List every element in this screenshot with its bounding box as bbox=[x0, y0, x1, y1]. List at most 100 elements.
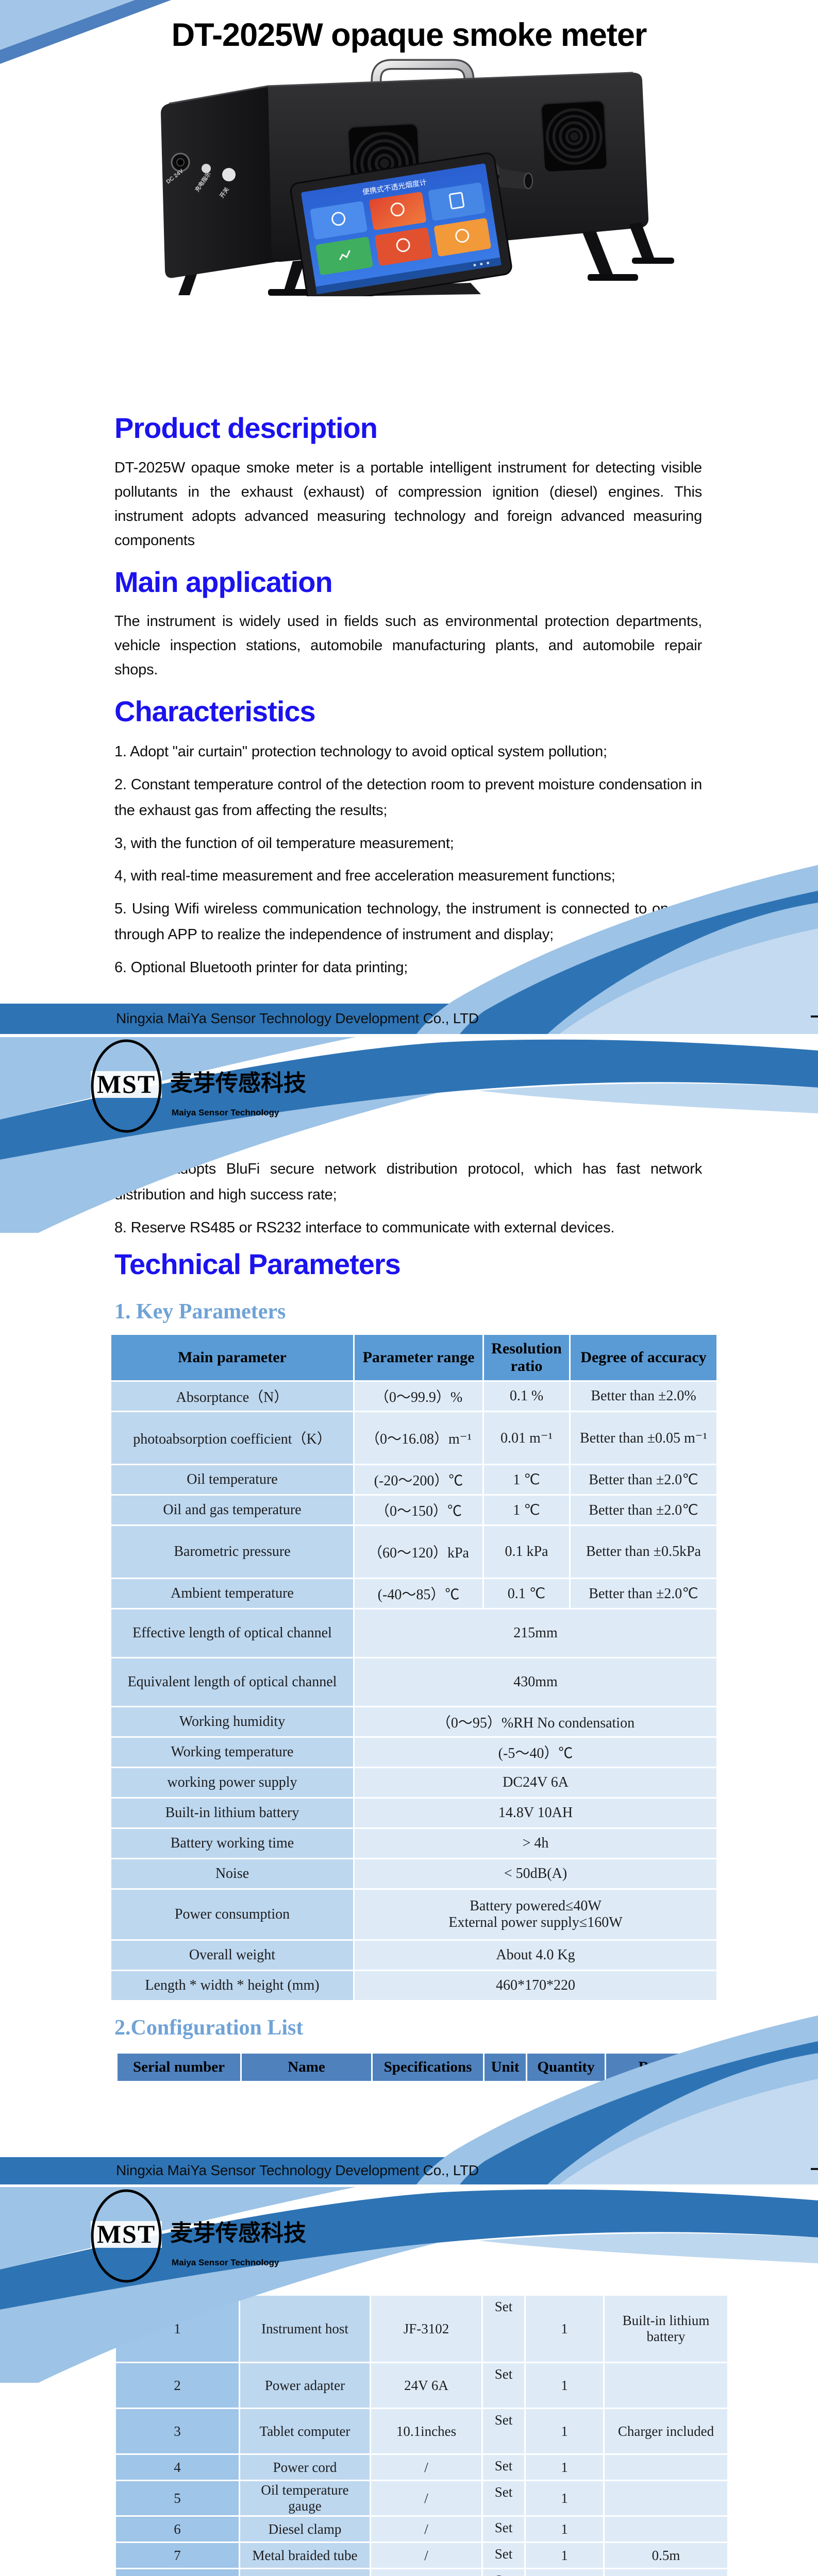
table-row: Power consumption Battery powered≤40W Ext… bbox=[111, 1889, 716, 1939]
table-cell: Set bbox=[483, 2543, 524, 2568]
column-header: Main parameter bbox=[111, 1334, 353, 1380]
characteristic-item: 2. Constant temperature control of the d… bbox=[114, 776, 702, 819]
table-row: Overall weight About 4.0 Kg bbox=[111, 1940, 716, 1970]
characteristic-item: 5. Using Wifi wireless communication tec… bbox=[114, 901, 702, 943]
table-cell: 1 bbox=[526, 2363, 603, 2408]
table-cell: Power adapter bbox=[240, 2363, 370, 2408]
table-cell: （0～95）%RH No condensation bbox=[355, 1707, 716, 1736]
table-cell: < 50dB(A) bbox=[355, 1859, 716, 1888]
table-cell: Length * width * height (mm) bbox=[111, 1971, 353, 2000]
table-header-row: Serial number Name Specifications Unit Quant… bbox=[118, 2054, 729, 2081]
table-cell: > 4h bbox=[355, 1828, 716, 1858]
table-cell: Better than ±2.0℃ bbox=[571, 1465, 716, 1494]
table-row: Working temperature (-5～40）℃ bbox=[111, 1737, 716, 1767]
table-row: Oil temperature (-20～200）℃ 1 ℃ Better than … bbox=[111, 1465, 716, 1494]
table-header-row: Main parameter Parameter range Resolution … bbox=[111, 1334, 716, 1380]
dc-power-port bbox=[171, 152, 190, 172]
table-cell: 1 ℃ bbox=[484, 1495, 569, 1524]
table-cell: (-5～40）℃ bbox=[355, 1737, 716, 1767]
key-parameters-table: Main parameter Parameter range Resolution … bbox=[110, 1333, 718, 2002]
table-cell: 1 bbox=[526, 2517, 603, 2541]
table-cell: Overall weight bbox=[111, 1940, 353, 1970]
table-cell: 0.1 % bbox=[484, 1381, 569, 1411]
logo-en-name: Maiya Sensor Technology bbox=[172, 1108, 279, 1117]
section-heading-main-application: Main application bbox=[114, 565, 333, 598]
table-cell: / bbox=[371, 2455, 481, 2480]
feature-item-8: 8. Reserve RS485 or RS232 interface to c… bbox=[114, 1219, 615, 1236]
table-row: Built-in lithium battery 14.8V 10AH bbox=[111, 1798, 716, 1827]
logo-abbr: MST bbox=[97, 1070, 156, 1098]
table-cell: / bbox=[371, 2569, 481, 2576]
table-cell: / bbox=[371, 2517, 481, 2541]
table-cell: Power cord bbox=[240, 2455, 370, 2480]
device-legs bbox=[178, 223, 674, 296]
table-cell: 1 bbox=[526, 2481, 603, 2515]
table-row: 2 Power adapter 24V 6A Set 1 bbox=[116, 2363, 727, 2408]
table-cell: 4 bbox=[116, 2455, 239, 2480]
table-cell: Set bbox=[483, 2569, 524, 2576]
table-cell: 1 bbox=[526, 2543, 603, 2568]
table-cell: / bbox=[371, 2481, 481, 2515]
table-cell: Noise bbox=[111, 1859, 353, 1888]
table-cell bbox=[605, 2363, 727, 2408]
table-cell: 0.01 m⁻¹ bbox=[484, 1412, 569, 1464]
table-cell: Set bbox=[483, 2517, 524, 2541]
logo-en-name: Maiya Sensor Technology bbox=[172, 2258, 279, 2267]
table-cell: Effective length of optical channel bbox=[111, 1609, 353, 1657]
table-cell: 24V 6A bbox=[371, 2363, 481, 2408]
configuration-table: 1 Instrument host JF-3102 Set 1 Built-in lith… bbox=[114, 2294, 729, 2576]
page-header-decoration: MST 麦芽传感科技 Maiya Sensor Technology bbox=[0, 1037, 818, 1233]
table-cell: Metal braided tube bbox=[240, 2543, 370, 2568]
table-cell: 14.8V 10AH bbox=[355, 1798, 716, 1827]
table-cell: 1 bbox=[526, 2569, 603, 2576]
table-cell: Set bbox=[483, 2481, 524, 2515]
table-cell: DC24V 6A bbox=[355, 1768, 716, 1797]
table-cell: 0.5m bbox=[605, 2543, 727, 2568]
subheading-configuration-list: 2.Configuration List bbox=[114, 2015, 304, 2040]
table-cell: Set bbox=[483, 2363, 524, 2408]
table-cell: About 4.0 Kg bbox=[355, 1940, 716, 1970]
table-cell: Charger included bbox=[605, 2409, 727, 2453]
table-cell: (-40～85）℃ bbox=[355, 1579, 482, 1608]
device-side-panel bbox=[161, 86, 280, 278]
table-row: Length * width * height (mm) 460*170*220 bbox=[111, 1971, 716, 2000]
table-cell: Battery powered≤40W External power suppl… bbox=[355, 1889, 716, 1939]
table-cell: Power consumption bbox=[111, 1889, 353, 1939]
section-heading-technical-parameters: Technical Parameters bbox=[114, 1247, 401, 1280]
table-row: 1 Instrument host JF-3102 Set 1 Built-in lith… bbox=[116, 2296, 727, 2362]
table-cell: Working humidity bbox=[111, 1707, 353, 1736]
table-cell: 2 bbox=[116, 2363, 239, 2408]
table-row: 5 Oil temperature gauge / Set 1 bbox=[116, 2481, 727, 2515]
table-cell: （60～120）kPa bbox=[355, 1526, 482, 1578]
page2-content: 7. Wifi adopts BluFi secure network dist… bbox=[111, 1157, 729, 2082]
table-cell: JF-3102 bbox=[371, 2296, 481, 2362]
section-heading-characteristics: Characteristics bbox=[114, 695, 316, 728]
table-cell: Absorptance（N） bbox=[111, 1381, 353, 1411]
column-header: Parameter range bbox=[355, 1334, 482, 1380]
table-cell bbox=[605, 2481, 727, 2515]
table-cell: photoabsorption coefficient（K） bbox=[111, 1412, 353, 1464]
tablet-app-tiles bbox=[310, 182, 491, 275]
logo-cn-name: 麦芽传感科技 bbox=[170, 2221, 306, 2246]
table-cell: Better than ±2.0℃ bbox=[571, 1579, 716, 1608]
table-cell: （0～16.08）m⁻¹ bbox=[355, 1412, 482, 1464]
table-cell: Diesel clamp bbox=[240, 2517, 370, 2541]
table-row: 6 Diesel clamp / Set 1 bbox=[116, 2517, 727, 2541]
table-cell: 1 ℃ bbox=[484, 1465, 569, 1494]
table-cell bbox=[605, 2455, 727, 2480]
logo-cn-name: 麦芽传感科技 bbox=[170, 1071, 306, 1096]
column-header: Name bbox=[242, 2054, 371, 2081]
table-row: 8Extension tube/Set12m bbox=[116, 2569, 727, 2576]
corner-ribbon-decoration bbox=[0, 0, 171, 64]
table-row: Absorptance（N） （0～99.9）% 0.1 % Better than … bbox=[111, 1381, 716, 1411]
table-cell: Built-in lithium battery bbox=[111, 1798, 353, 1827]
characteristic-item: 4, with real-time measurement and free a… bbox=[114, 868, 615, 885]
device-top-edge bbox=[169, 72, 633, 105]
table-cell: 5 bbox=[116, 2481, 239, 2515]
logo-abbr: MST bbox=[97, 2219, 156, 2248]
tablet-display: 便携式不透光烟度计 bbox=[290, 152, 512, 296]
carry-handle bbox=[371, 59, 475, 100]
table-cell: Set bbox=[483, 2296, 524, 2362]
main-application-text: The instrument is widely used in fields … bbox=[114, 613, 702, 679]
table-cell: Better than ±0.5kPa bbox=[571, 1526, 716, 1578]
